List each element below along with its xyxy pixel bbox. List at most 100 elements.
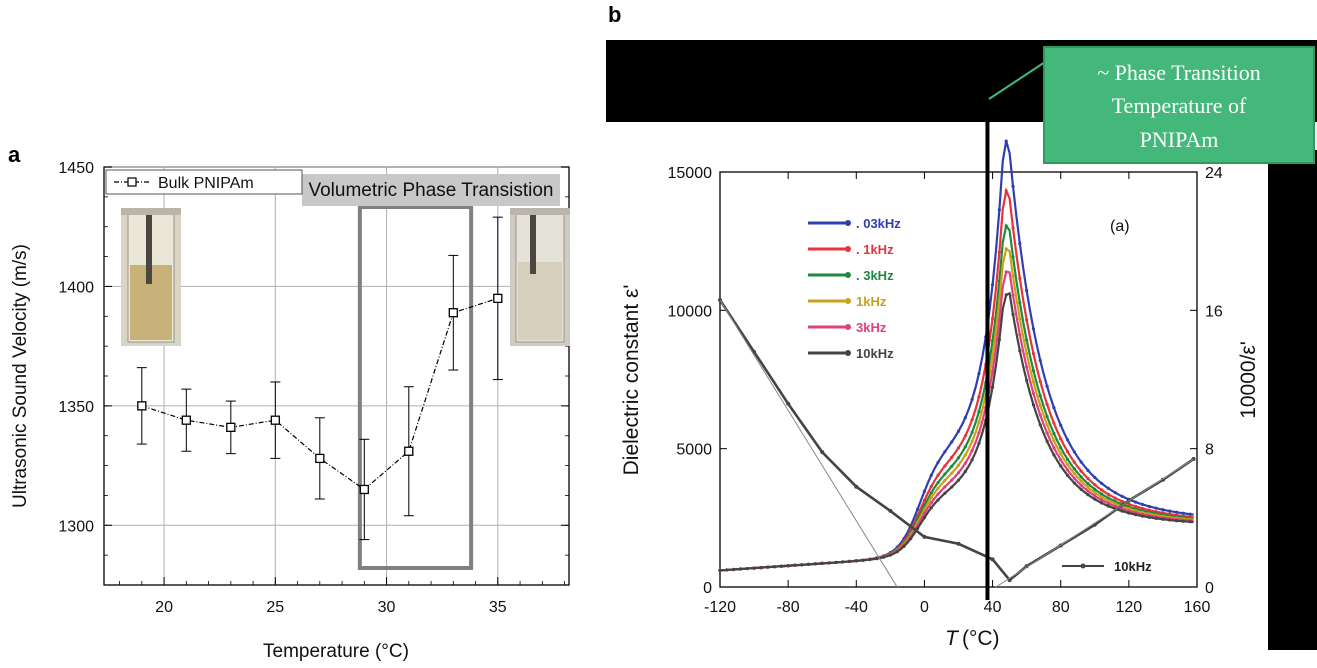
dielectric-point — [1031, 327, 1036, 331]
dielectric-point — [1045, 423, 1049, 427]
dielectric-point — [1045, 402, 1049, 406]
dielectric-point — [1038, 423, 1042, 427]
dielectric-point — [1059, 423, 1063, 427]
dielectric-point — [1174, 510, 1179, 514]
legend-label: 1kHz — [856, 294, 887, 309]
dielectric-point — [1018, 333, 1022, 337]
dielectric-point — [977, 410, 981, 414]
dielectric-point — [1079, 487, 1083, 491]
dielectric-point — [1120, 507, 1124, 511]
dielectric-point — [1100, 492, 1104, 496]
dielectric-point — [793, 563, 797, 567]
dielectric-point — [922, 489, 927, 493]
dielectric-point — [1059, 437, 1063, 441]
y-tick-label: 1450 — [58, 160, 94, 177]
dielectric-point — [1011, 184, 1015, 188]
legend-marker — [845, 298, 851, 304]
dielectric-point — [1052, 446, 1056, 450]
dielectric-point — [1086, 482, 1090, 486]
panel-b-sub-label: (a) — [1110, 218, 1130, 235]
dielectric-point — [1120, 509, 1124, 513]
dielectric-point — [1100, 498, 1104, 502]
dielectric-point — [1065, 457, 1070, 461]
dielectric-point — [1004, 270, 1008, 274]
dielectric-point — [1106, 496, 1111, 500]
dielectric-point — [956, 456, 961, 460]
dielectric-point — [1086, 468, 1090, 472]
dielectric-point — [725, 568, 729, 572]
x-tick-label: -80 — [777, 599, 800, 616]
inverse-point — [990, 557, 995, 562]
legend-marker-swatch — [127, 177, 137, 187]
dielectric-point — [970, 430, 974, 434]
dielectric-point — [1011, 226, 1015, 230]
inverse-point — [922, 534, 927, 539]
panel-b-chart: -120 -80 -40 0 40 80 120 160 0 5000 10000 15000 0 8 16… — [606, 40, 1317, 650]
dielectric-point — [1181, 511, 1185, 515]
dielectric-point — [1079, 479, 1083, 483]
dielectric-point — [1038, 413, 1042, 417]
dielectric-point — [963, 461, 967, 465]
dielectric-point — [902, 544, 906, 548]
transition-label-background — [302, 174, 560, 206]
x-tick-label: 30 — [378, 599, 396, 616]
dielectric-point — [950, 478, 954, 482]
x-tick-label: 0 — [920, 599, 929, 616]
legend-label: 3kHz — [856, 320, 887, 335]
dielectric-point — [1025, 318, 1029, 322]
dielectric-point — [766, 565, 770, 569]
dielectric-point — [841, 560, 845, 564]
dielectric-point — [1134, 500, 1138, 504]
dielectric-point — [977, 431, 981, 435]
dielectric-point — [779, 564, 783, 568]
dielectric-point — [929, 506, 933, 510]
dielectric-point — [943, 485, 947, 489]
dielectric-point — [1174, 519, 1179, 523]
dielectric-point — [970, 448, 974, 453]
dielectric-point — [786, 564, 790, 568]
dielectric-point — [1181, 519, 1185, 523]
dielectric-point — [1065, 438, 1070, 442]
dielectric-point — [963, 453, 967, 457]
inverse-point — [786, 401, 791, 406]
dielectric-point — [936, 492, 940, 496]
dielectric-point — [1004, 189, 1008, 193]
panel-b-frame — [719, 171, 1198, 588]
callout-line-3: PNIPAm — [1140, 127, 1219, 152]
dielectric-point — [718, 568, 722, 572]
vial-photo-left — [121, 208, 181, 346]
dielectric-point — [956, 478, 961, 482]
dielectric-point — [1004, 224, 1008, 228]
dielectric-point — [820, 561, 824, 566]
dielectric-point — [970, 397, 974, 401]
dielectric-point — [929, 501, 933, 505]
dielectric-point — [868, 557, 872, 562]
dielectric-point — [1025, 351, 1029, 356]
dielectric-point — [745, 566, 749, 571]
dielectric-point — [1072, 460, 1076, 464]
dielectric-point — [956, 446, 961, 450]
fit-line-left — [719, 299, 898, 588]
callout-line-2: Temperature of — [1112, 93, 1247, 118]
dielectric-point — [881, 555, 886, 559]
dielectric-point — [956, 463, 961, 467]
callout-line-1: ~ Phase Transition — [1097, 60, 1261, 85]
dielectric-point — [977, 395, 981, 399]
dielectric-point — [977, 371, 981, 376]
dielectric-point — [1106, 492, 1111, 496]
dielectric-point — [1072, 476, 1076, 480]
dielectric-point — [990, 316, 995, 321]
dielectric-point — [1065, 468, 1070, 472]
data-point — [226, 422, 236, 433]
dielectric-point — [1147, 504, 1151, 509]
dielectric-point — [1093, 497, 1097, 501]
panel-b-series — [718, 139, 1196, 588]
dielectric-point — [1106, 504, 1111, 508]
dielectric-point — [1065, 462, 1070, 467]
dielectric-point — [1072, 471, 1076, 476]
dielectric-point — [1100, 488, 1104, 492]
dielectric-point — [1086, 489, 1090, 493]
y2-tick-label: 16 — [1205, 303, 1223, 320]
dielectric-point — [943, 472, 947, 476]
